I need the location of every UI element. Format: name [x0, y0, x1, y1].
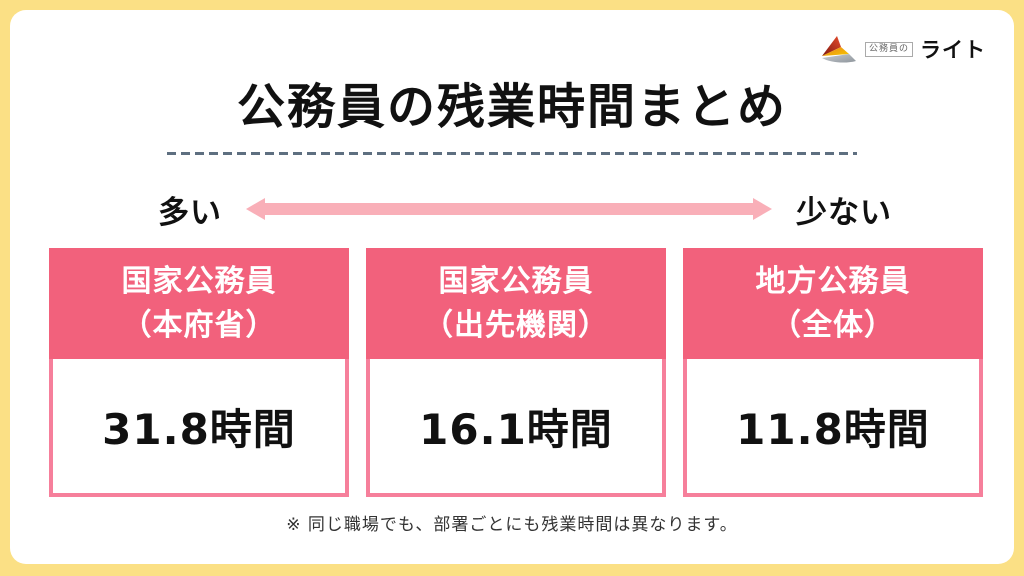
- footnote: ※ 同じ職場でも、部署ごとにも残業時間は異なります。: [286, 515, 738, 535]
- brand-name-small: 公務員の: [864, 41, 913, 57]
- page-title: 公務員の残業時間まとめ: [236, 79, 787, 135]
- card-title-line1: 国家公務員: [121, 264, 277, 299]
- double-arrow: [246, 198, 772, 220]
- overtime-scale: 多い 少ない: [158, 186, 892, 232]
- brand-name-main: ライト: [920, 38, 986, 62]
- card-national-honfusho: 国家公務員 （本府省） 31.8時間: [49, 248, 349, 497]
- card-body: 31.8時間: [49, 359, 349, 497]
- card-local-all: 地方公務員 （全体） 11.8時間: [683, 248, 983, 497]
- card-title-line2: （本府省）: [121, 307, 277, 343]
- scale-label-more: 多い: [158, 194, 222, 231]
- brand-logo: 公務員の ライト: [820, 34, 986, 64]
- card-value: 11.8時間: [736, 404, 930, 454]
- card-national-desaki: 国家公務員 （出先機関） 16.1時間: [366, 248, 666, 497]
- card-header: 国家公務員 （本府省）: [49, 248, 349, 359]
- card-title-line2: （出先機関）: [423, 307, 609, 343]
- arrow-bar: [265, 203, 753, 215]
- card-body: 16.1時間: [366, 359, 666, 497]
- card-value: 16.1時間: [419, 404, 613, 454]
- card-header: 国家公務員 （出先機関）: [366, 248, 666, 359]
- card-body: 11.8時間: [683, 359, 983, 497]
- card-header: 地方公務員 （全体）: [683, 248, 983, 359]
- scale-label-less: 少ない: [796, 194, 892, 231]
- card-value: 31.8時間: [102, 404, 296, 454]
- card-title-line1: 国家公務員: [438, 264, 594, 299]
- arrow-right-head-icon: [753, 198, 772, 220]
- brand-logo-icon: [821, 36, 856, 63]
- title-dashed-underline: [167, 152, 857, 155]
- slide-panel: 公務員の ライト 公務員の残業時間まとめ 多い 少ない 国家公務員 （本府省） …: [10, 10, 1014, 564]
- arrow-left-head-icon: [246, 198, 265, 220]
- card-title-line1: 地方公務員: [755, 264, 911, 299]
- card-title-line2: （全体）: [771, 307, 895, 343]
- overtime-cards: 国家公務員 （本府省） 31.8時間 国家公務員 （出先機関） 16.1時間 地…: [49, 248, 983, 497]
